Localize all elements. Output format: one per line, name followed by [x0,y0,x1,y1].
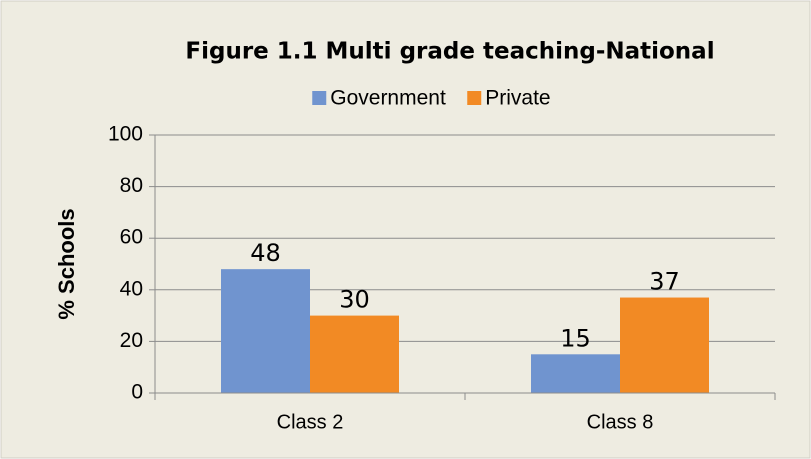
bar [310,315,399,393]
bar [620,297,709,393]
bar [531,354,620,393]
x-tick-label: Class 8 [587,411,654,433]
legend-swatch [312,91,327,105]
legend-label: Government [330,87,446,110]
legend-label: Private [485,87,550,110]
y-tick-label: 100 [108,123,143,146]
y-tick-label: 40 [120,277,143,300]
value-label: 48 [250,239,281,267]
chart-title: Figure 1.1 Multi grade teaching-National [185,39,714,65]
value-label: 37 [649,268,680,296]
value-label: 30 [339,286,370,314]
y-tick-label: 20 [120,329,143,352]
bar [221,269,310,393]
y-tick-label: 80 [120,174,143,197]
y-tick-label: 0 [131,381,143,404]
y-tick-label: 60 [120,226,143,249]
x-tick-label: Class 2 [277,411,344,433]
y-axis-label: % Schools [54,208,79,319]
legend-swatch [467,91,482,105]
value-label: 15 [560,324,591,352]
